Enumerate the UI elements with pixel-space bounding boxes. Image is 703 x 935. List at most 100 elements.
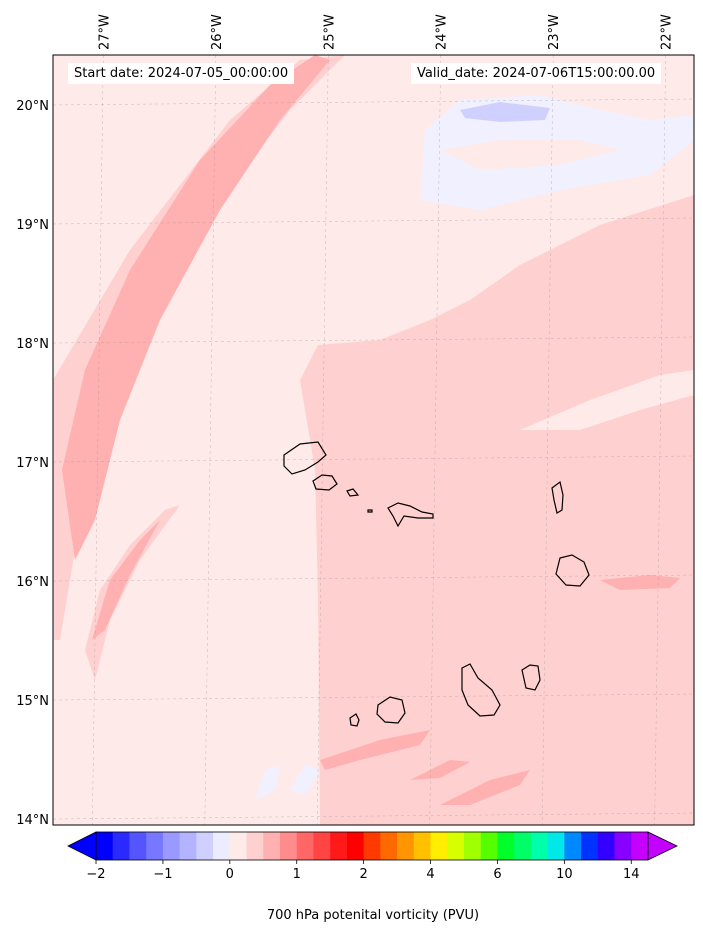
meridian-line [654, 55, 666, 825]
colorbar-swatch [497, 832, 515, 860]
pv-streak-4 [410, 760, 470, 780]
colorbar-tick-label: 4 [426, 867, 434, 882]
island-santo-antao [283, 441, 327, 475]
colorbar-swatch [313, 832, 331, 860]
colorbar-swatch [146, 832, 164, 860]
lat-tick-label: 16°N [16, 575, 49, 590]
colorbar-extend-low [67, 831, 97, 861]
pv-low-core [460, 102, 550, 122]
colorbar-swatch [530, 832, 549, 860]
start-date-label: Start date: 2024-07-05_00:00:00 [68, 63, 295, 84]
colorbar-swatch [380, 832, 398, 860]
plot-frame [52, 54, 695, 826]
colorbar-tick-label: −1 [153, 867, 172, 882]
colorbar-swatch [514, 832, 532, 860]
colorbar-swatch [547, 832, 565, 860]
colorbar: −2 −1 0 1 2 4 6 10 14 [67, 831, 678, 882]
lon-tick-label: 26°W [210, 14, 225, 50]
coastlines [283, 441, 590, 727]
island-sal [551, 480, 564, 514]
island-boa-vista [555, 554, 590, 587]
colorbar-swatch [597, 832, 616, 860]
colorbar-swatch [363, 832, 381, 860]
lat-tick-label: 15°N [16, 694, 49, 709]
island-razo [367, 509, 373, 513]
island-fogo [376, 696, 406, 724]
colorbar-swatch [196, 832, 214, 860]
colorbar-tick-label: 10 [556, 867, 573, 882]
lon-tick-label: 25°W [322, 14, 337, 50]
pv-streak-3 [600, 575, 680, 590]
valid-date-label: Valid_date: 2024-07-06T15:00:00.00 [411, 63, 662, 84]
colorbar-swatch [581, 832, 599, 860]
colorbar-swatch [296, 832, 314, 860]
colorbar-extend-high [647, 831, 678, 861]
parallel-line [53, 693, 694, 701]
colorbar-tick-label: 1 [293, 867, 301, 882]
lat-tick-label: 14°N [16, 813, 49, 828]
parallel-line [53, 217, 694, 225]
colorbar-tick-label: 14 [623, 867, 640, 882]
colorbar-swatch [280, 832, 298, 860]
colorbar-swatch [447, 832, 465, 860]
island-santiago [461, 663, 501, 717]
lat-tick-label: 19°N [16, 218, 49, 233]
island-santa-luzia [346, 488, 360, 497]
parallel-line [53, 455, 694, 463]
colorbar-swatch [413, 832, 432, 860]
parallel-line [53, 812, 694, 820]
colorbar-swatch [112, 832, 130, 860]
colorbar-swatch [162, 832, 181, 860]
colorbar-swatch [179, 832, 197, 860]
colorbar-tick-label: −2 [86, 867, 105, 882]
parallel-line [53, 336, 694, 344]
pv-tongue-east [520, 370, 694, 430]
colorbar-swatch [564, 832, 582, 860]
colorbar-swatch [229, 832, 248, 860]
island-maio [521, 664, 541, 691]
pv-streak-2 [440, 770, 530, 805]
colorbar-frame [95, 831, 649, 861]
meridian-line [317, 55, 329, 825]
meridian-line [429, 55, 441, 825]
colorbar-swatch [246, 832, 264, 860]
colorbar-label: 700 hPa potenital vorticity (PVU) [267, 908, 479, 923]
colorbar-swatch [397, 832, 415, 860]
island-sao-nicolau [387, 502, 434, 528]
pv-streak-1 [320, 730, 430, 770]
lon-tick-label: 23°W [547, 14, 562, 50]
colorbar-swatch [614, 832, 632, 860]
pv-filament-2 [92, 520, 160, 640]
pv-patch-ne [440, 140, 620, 170]
pv-region-east [300, 195, 694, 825]
meridian-line [204, 55, 217, 825]
colorbar-swatch [480, 832, 498, 860]
gridlines [53, 55, 694, 825]
pv-band-core [62, 55, 330, 560]
island-sao-vicente [312, 474, 338, 491]
colorbar-swatch [346, 832, 365, 860]
colorbar-tick-label: 0 [226, 867, 234, 882]
colorbar-swatch [96, 832, 114, 860]
pv-low-south-2 [290, 765, 320, 795]
colorbar-tick-label: 2 [359, 867, 367, 882]
lat-tick-label: 18°N [16, 337, 49, 352]
colorbar-swatch [213, 832, 231, 860]
colorbar-swatch [631, 832, 649, 860]
longitude-labels: 27°W 26°W 25°W 24°W 23°W 22°W [97, 14, 674, 50]
island-brava [349, 713, 360, 727]
lat-tick-label: 17°N [16, 456, 49, 471]
lon-tick-label: 24°W [435, 14, 450, 50]
parallel-line [53, 574, 694, 582]
meridian-line [92, 55, 104, 825]
colorbar-tick-label: 6 [493, 867, 501, 882]
colorbar-swatch [430, 832, 448, 860]
meridian-line [541, 55, 554, 825]
parallel-line [53, 98, 694, 106]
pv-low-south-1 [255, 765, 280, 800]
lon-tick-label: 22°W [660, 14, 675, 50]
lat-tick-label: 20°N [16, 99, 49, 114]
colorbar-swatch [330, 832, 348, 860]
pv-field [53, 55, 694, 825]
